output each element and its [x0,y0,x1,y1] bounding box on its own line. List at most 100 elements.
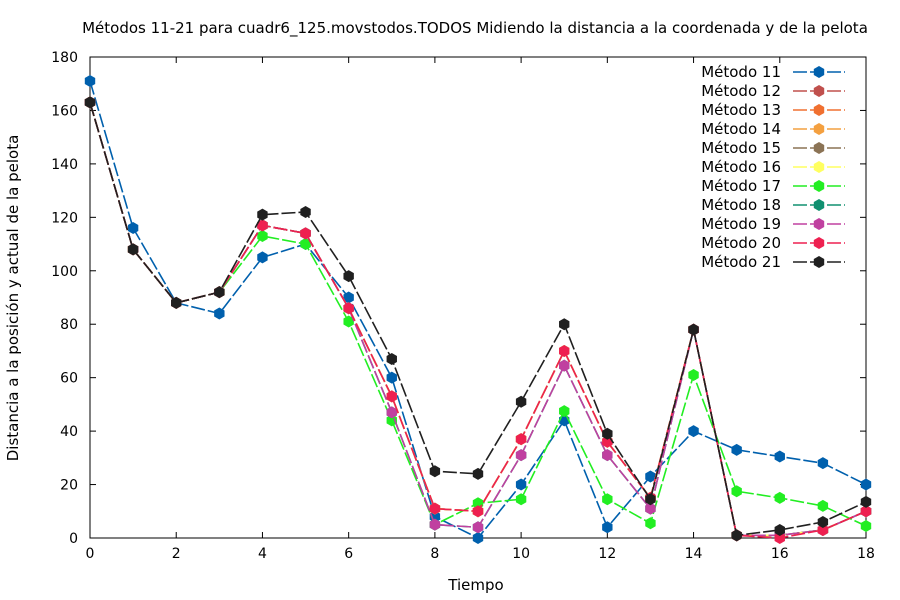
data-point [515,433,527,446]
data-point [645,493,656,506]
data-point [602,521,613,534]
data-point [127,222,139,235]
data-point [472,467,484,480]
x-tick-label: 6 [344,546,353,562]
legend-label: Método 20 [701,234,781,252]
data-point [559,405,570,418]
data-point [602,449,613,462]
data-point [343,315,354,328]
y-tick-label: 140 [51,157,78,173]
data-point [645,517,656,530]
data-point [343,270,354,283]
data-point [860,505,872,518]
data-point [386,390,397,403]
data-point [386,371,397,384]
data-point [214,286,225,299]
data-point [300,227,311,240]
data-point [386,406,397,419]
data-point [860,519,872,532]
legend-swatch-marker [813,161,825,173]
legend-swatch-marker [813,123,825,135]
data-point [386,352,397,365]
x-tick-label: 0 [86,546,95,562]
legend-swatch-marker [813,256,825,268]
y-tick-label: 160 [51,103,78,119]
data-point [257,208,268,221]
data-point [860,478,872,491]
data-point [472,521,484,534]
data-point [559,318,570,331]
data-point [84,75,96,88]
y-tick-label: 20 [60,478,78,494]
data-point [257,219,268,232]
data-point [817,523,829,536]
series-21 [84,96,872,542]
x-tick-label: 16 [771,546,789,562]
legend-label: Método 13 [701,101,781,119]
data-point [84,96,96,109]
data-point [257,230,268,243]
legend-entry: Método 21 [701,253,845,271]
data-point [774,532,785,544]
legend-swatch-marker [813,218,825,230]
data-point [559,359,570,372]
x-tick-label: 8 [430,546,439,562]
data-point [860,495,872,508]
data-point [602,493,613,506]
legend-label: Método 18 [701,196,781,214]
data-point [343,302,354,315]
legend-label: Método 16 [701,158,781,176]
data-point [645,470,656,483]
data-point [559,344,570,357]
legend-label: Método 17 [701,177,781,195]
legend-entry: Método 20 [701,234,845,252]
data-point [300,205,311,218]
legend-swatch-marker [813,66,825,78]
data-point [731,443,742,456]
data-point [429,502,441,515]
data-point [688,368,699,381]
legend-swatch-marker [813,142,825,154]
data-point [386,414,397,427]
legend-label: Método 11 [701,63,781,81]
legend-entry: Método 16 [701,158,845,176]
y-tick-label: 180 [51,50,78,66]
data-point [817,515,829,528]
chart-title: Métodos 11-21 para cuadr6_125.movstodos.… [82,19,868,38]
data-point [515,449,527,462]
data-point [817,499,829,512]
data-point [515,478,527,491]
y-tick-label: 120 [51,210,78,226]
data-point [774,491,785,504]
data-point [472,505,484,518]
legend-entry: Método 18 [701,196,845,214]
x-tick-label: 18 [857,546,875,562]
data-point [472,532,484,544]
data-point [688,323,699,336]
data-point [300,238,311,251]
y-tick-label: 0 [69,531,78,547]
legend-entry: Método 19 [701,215,845,233]
x-tick-label: 14 [685,546,703,562]
legend-label: Método 15 [701,139,781,157]
legend-swatch-marker [813,199,825,211]
data-point [688,425,699,438]
legend-entry: Método 12 [701,82,845,100]
data-point [515,395,527,408]
legend-entry: Método 14 [701,120,845,138]
legend-entry: Método 11 [701,63,845,81]
legend-swatch-marker [813,85,825,97]
data-point [429,465,441,478]
data-point [817,457,829,470]
data-point [602,427,613,440]
legend-label: Método 14 [701,120,781,138]
legend-swatch-marker [813,104,825,116]
legend-swatch-marker [813,180,825,192]
legend-entry: Método 17 [701,177,845,195]
data-point [731,529,742,542]
data-point [257,251,268,264]
y-axis-title: Distancia a la posición y actual de la p… [4,135,22,462]
x-axis-title: Tiempo [447,576,503,594]
